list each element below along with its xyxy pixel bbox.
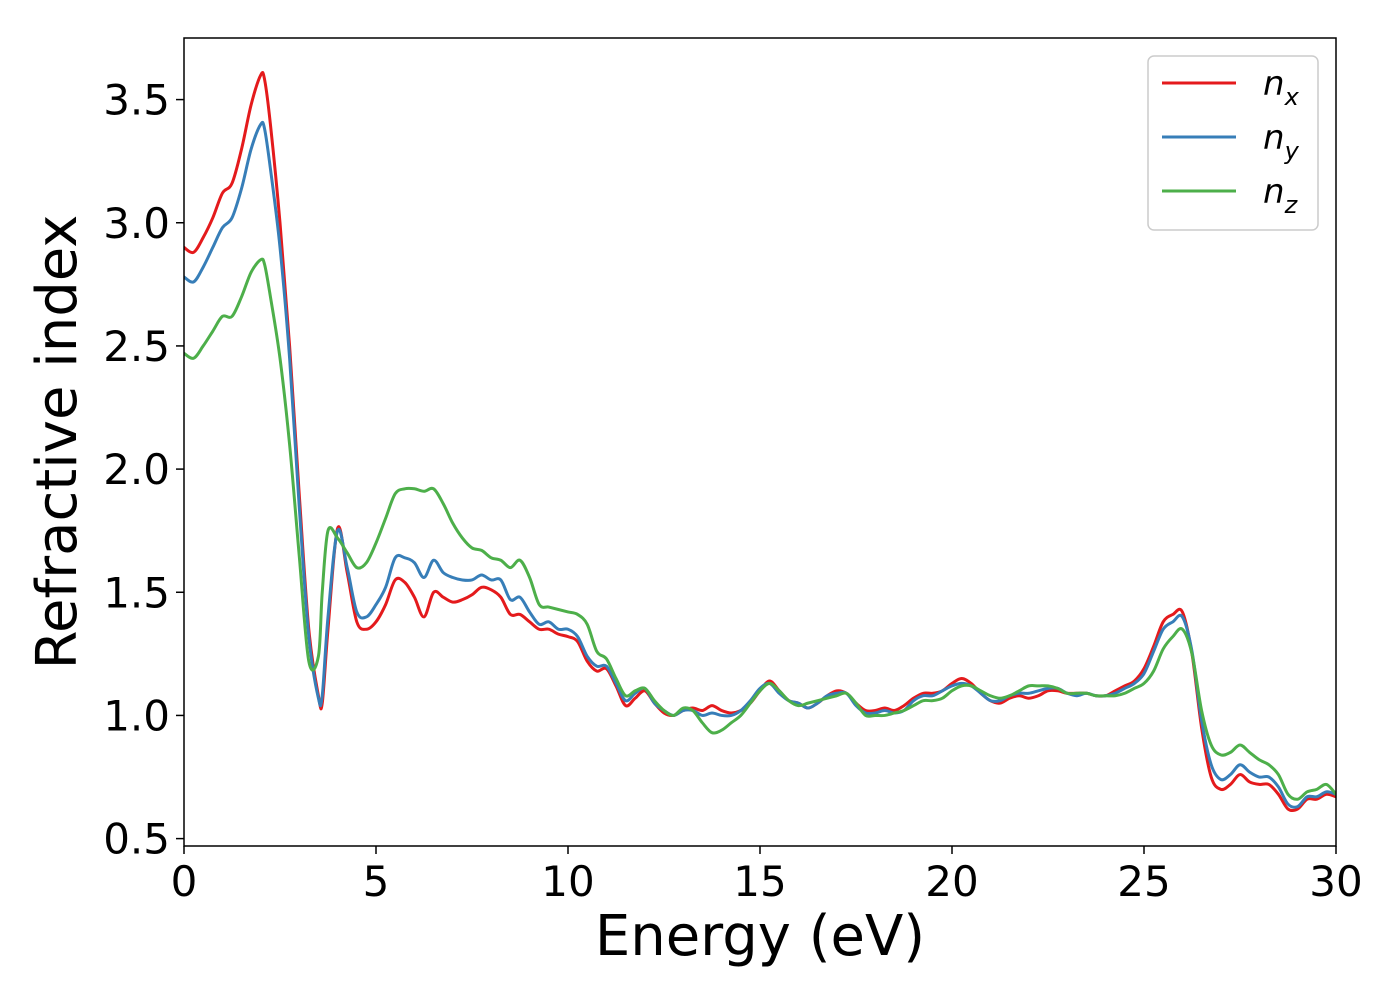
legend-label-subscript: z: [1284, 191, 1299, 219]
y-axis: 0.5 1.0 1.5 2.0 2.5 3.0 3.5: [103, 76, 184, 864]
y-tick-label: 3.0: [103, 199, 170, 248]
x-axis: 0 5 10 15 20 25 30: [171, 846, 1363, 906]
x-tick-label: 0: [171, 857, 198, 906]
series-layer: [184, 71, 1336, 813]
series-line-nz: [184, 257, 1336, 801]
y-tick-label: 2.5: [103, 322, 170, 371]
legend-label-base: n: [1263, 118, 1285, 158]
legend-label-base: n: [1263, 64, 1285, 104]
y-axis-title: Refractive index: [25, 215, 90, 670]
x-tick-label: 25: [1117, 857, 1170, 906]
x-tick-label: 30: [1309, 857, 1362, 906]
legend-label-subscript: x: [1284, 83, 1300, 111]
x-tick-label: 20: [925, 857, 978, 906]
y-tick-label: 3.5: [103, 76, 170, 125]
legend-label-nz: nz: [1263, 172, 1299, 219]
legend-label-ny: ny: [1263, 118, 1300, 165]
x-tick-label: 15: [733, 857, 786, 906]
legend-label-nx: nx: [1263, 64, 1300, 111]
legend-label-subscript: y: [1284, 137, 1300, 165]
x-tick-label: 5: [363, 857, 390, 906]
series-line-ny: [184, 120, 1336, 809]
x-tick-label: 10: [541, 857, 594, 906]
y-tick-label: 0.5: [103, 815, 170, 864]
x-axis-title: Energy (eV): [595, 904, 925, 969]
y-tick-label: 1.0: [103, 691, 170, 740]
y-tick-label: 2.0: [103, 445, 170, 494]
y-tick-label: 1.5: [103, 568, 170, 617]
legend-label-base: n: [1263, 172, 1285, 212]
legend-box: [1147, 55, 1319, 231]
